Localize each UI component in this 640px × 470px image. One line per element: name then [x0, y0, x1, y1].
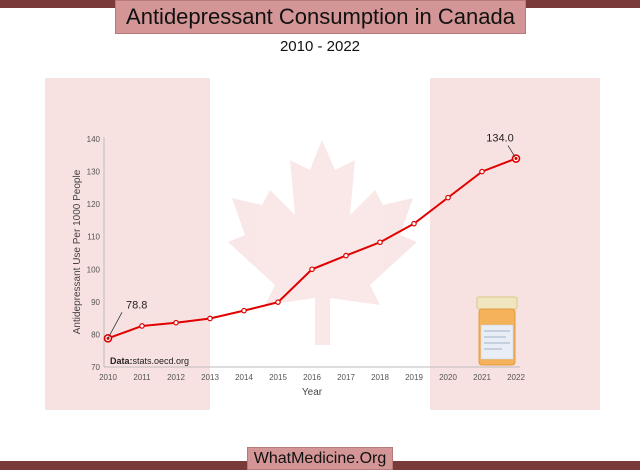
y-axis-title: Antidepressant Use Per 1000 People: [72, 169, 83, 334]
flag-background: [45, 78, 600, 410]
data-labels: 78.8 134.0: [107, 133, 517, 339]
x-tick-label: 2014: [235, 373, 253, 382]
chart-title: Antidepressant Consumption in Canada: [126, 4, 515, 29]
y-tick-label: 80: [91, 330, 100, 339]
site-name: WhatMedicine.Org: [253, 449, 387, 467]
data-point: [377, 239, 383, 246]
x-tick-label: 2017: [337, 373, 355, 382]
data-label-leader: [107, 312, 123, 339]
data-point: [445, 194, 451, 201]
pill-bottle-icon: [476, 296, 518, 366]
title-banner: Antidepressant Consumption in Canada: [115, 0, 526, 34]
x-tick-label: 2019: [405, 373, 423, 382]
x-tick-label: 2012: [167, 373, 185, 382]
x-ticks: 2010 2011 2012 2013 2014 2015 2016 2017 2018 2019…: [99, 373, 525, 382]
x-tick-label: 2011: [133, 373, 151, 382]
x-tick-label: 2015: [269, 373, 287, 382]
x-tick-label: 2018: [371, 373, 389, 382]
x-tick-label: 2010: [99, 373, 117, 382]
data-source-text: stats.oecd.org: [133, 356, 190, 366]
flag-left-band: [45, 78, 210, 410]
x-tick-label: 2021: [473, 373, 491, 382]
data-point: [207, 315, 213, 322]
y-tick-label: 90: [91, 298, 100, 307]
y-tick-label: 110: [87, 233, 100, 242]
data-source: Data:stats.oecd.org: [110, 356, 189, 366]
y-tick-label: 140: [87, 135, 101, 144]
data-point: [343, 252, 349, 259]
x-axis-title: Year: [302, 387, 323, 398]
y-tick-label: 100: [87, 265, 101, 274]
data-point: [139, 323, 145, 329]
data-label: 78.8: [126, 299, 147, 311]
x-tick-label: 2022: [507, 373, 525, 382]
maple-leaf-icon: [228, 140, 417, 345]
y-ticks: 70 80 90 100 110 120 130 140: [87, 135, 101, 372]
y-tick-label: 70: [91, 363, 100, 372]
data-label: 134.0: [486, 133, 514, 145]
chart-subtitle: 2010 - 2022: [279, 38, 361, 55]
x-tick-label: 2013: [201, 373, 219, 382]
data-point: [275, 299, 281, 305]
y-tick-label: 120: [87, 200, 101, 209]
footer-banner: WhatMedicine.Org: [247, 447, 393, 470]
data-source-label: Data:: [110, 356, 133, 366]
data-point: [479, 168, 485, 175]
data-label-leader: [507, 145, 517, 159]
x-tick-label: 2020: [439, 373, 457, 382]
x-tick-label: 2016: [303, 373, 321, 382]
y-tick-label: 130: [87, 168, 101, 177]
data-point: [411, 220, 417, 227]
data-point: [309, 266, 315, 273]
data-point: [241, 307, 247, 314]
data-point: [173, 319, 179, 326]
